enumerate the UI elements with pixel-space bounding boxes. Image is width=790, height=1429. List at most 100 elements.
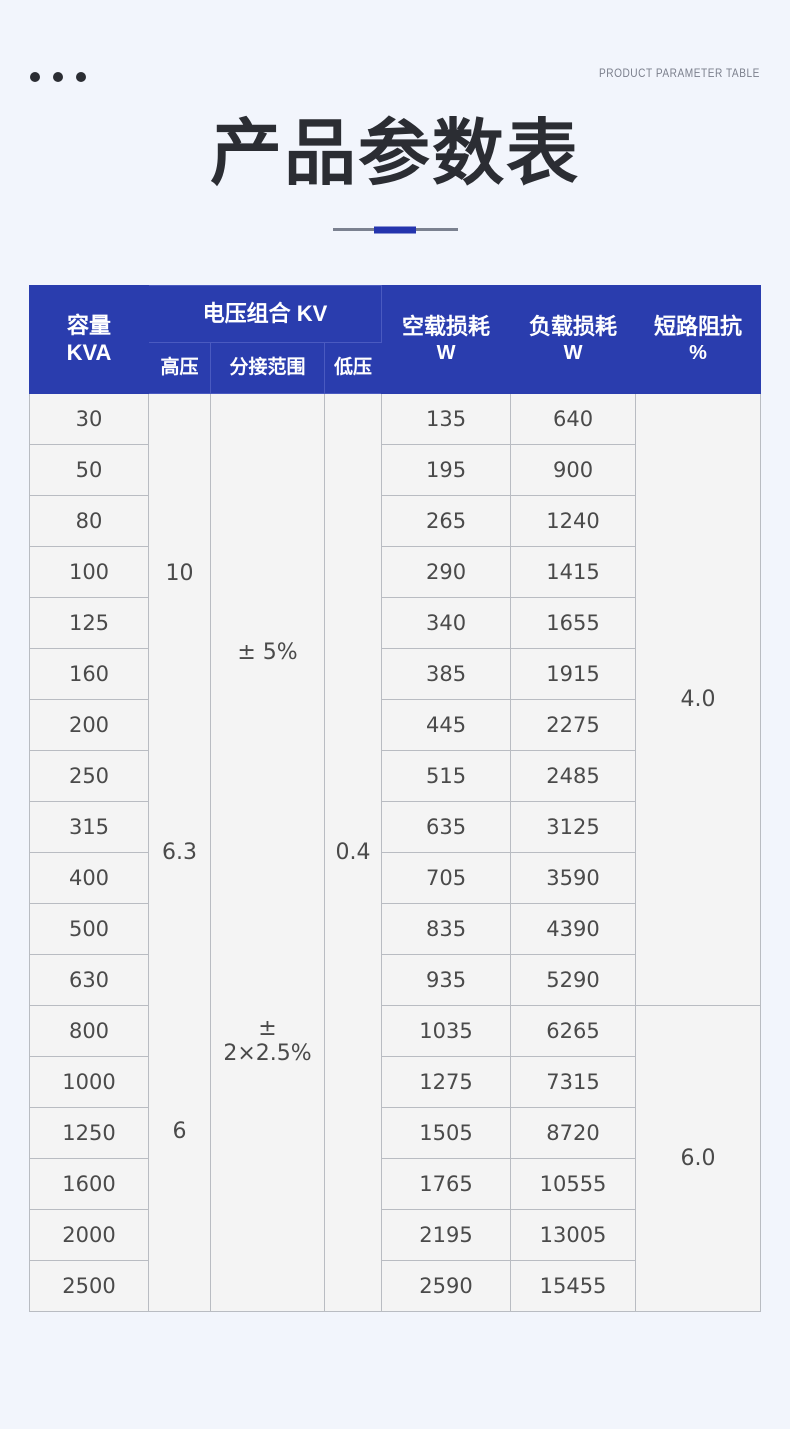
th-voltage-group: 电压组合 KV [147,285,383,343]
page-header: PRODUCT PARAMETER TABLE 产品参数表 [0,0,790,285]
cell-no-load-loss: 265 [381,495,512,547]
cell-capacity: 100 [29,546,149,598]
cell-load-loss: 1415 [510,546,637,598]
eyebrow-label: PRODUCT PARAMETER TABLE [599,68,760,80]
dot-2 [53,72,63,82]
cell-impedance-merged: 4.0 [635,393,762,1006]
th-no-load-loss: 空载损耗 W [381,285,512,394]
table-row: 200 445 2275 [29,699,761,751]
cell-no-load-loss: 2590 [381,1260,512,1312]
product-parameter-table: 容量 KVA 电压组合 KV 空载损耗 W 负载损耗 W 短路阻抗 % 高压 分… [29,285,762,1312]
cell-load-loss: 4390 [510,903,637,955]
cell-capacity: 1600 [29,1158,149,1210]
three-dots-icon [30,72,86,82]
tap-range-value: ± 5% [237,639,298,665]
table-row: 30 10 6.3 6 ± 5% ± 2×2.5% 0.4 135 640 4.0 [29,393,762,1312]
cell-capacity: 1000 [29,1056,149,1108]
cell-impedance-merged: 6.0 [635,1005,762,1312]
table-head: 容量 KVA 电压组合 KV 空载损耗 W 负载损耗 W 短路阻抗 % 高压 分… [29,285,762,394]
table-row: 125 340 1655 [29,597,761,649]
cell-no-load-loss: 135 [381,393,512,445]
th-tap-range: 分接范围 [210,342,325,394]
parameter-table-wrapper: 容量 KVA 电压组合 KV 空载损耗 W 负载损耗 W 短路阻抗 % 高压 分… [29,285,762,1312]
cell-capacity: 1250 [29,1107,149,1159]
table-row: 1250 1505 8720 [29,1107,761,1159]
th-no-load-loss-unit: W [436,341,456,364]
th-capacity-line1: 容量 [66,312,111,338]
th-capacity: 容量 KVA [29,285,149,394]
cell-capacity: 50 [29,444,149,496]
cell-tap-range-merged: ± 5% ± 2×2.5% [210,393,325,1312]
th-low-voltage: 低压 [323,342,383,394]
table-row: 160 385 1915 [29,648,761,700]
cell-load-loss: 13005 [510,1209,637,1261]
th-capacity-line2: KVA [66,339,112,365]
cell-no-load-loss: 635 [381,801,512,853]
cell-no-load-loss: 1505 [381,1107,512,1159]
cell-no-load-loss: 1275 [381,1056,512,1108]
cell-load-loss: 15455 [510,1260,637,1312]
header-row-2: 高压 分接范围 低压 [30,342,761,394]
table-row: 2500 2590 15455 [29,1260,761,1312]
th-load-loss-line1: 负载损耗 [529,313,618,339]
table-row: 630 935 5290 [29,954,761,1006]
cell-capacity: 80 [29,495,149,547]
cell-low-voltage-merged: 0.4 [323,393,383,1312]
cell-load-loss: 1655 [510,597,637,649]
cell-load-loss: 5290 [510,954,637,1006]
table-row: 2000 2195 13005 [29,1209,761,1261]
cell-capacity: 30 [29,393,149,445]
tap-range-value: ± 2×2.5% [223,1015,312,1066]
th-high-voltage: 高压 [148,342,211,394]
cell-capacity: 2000 [29,1209,149,1261]
high-voltage-value: 6 [172,1119,187,1144]
table-row: 1600 1765 10555 [29,1158,761,1210]
th-impedance-line1: 短路阻抗 [654,313,743,339]
table-row: 400 705 3590 [29,852,761,904]
cell-capacity: 160 [29,648,149,700]
title-divider [0,226,790,233]
cell-load-loss: 1240 [510,495,637,547]
cell-load-loss: 640 [510,393,637,445]
cell-capacity: 400 [29,852,149,904]
cell-load-loss: 10555 [510,1158,637,1210]
cell-load-loss: 900 [510,444,637,496]
table-row: 800 1035 6265 6.0 [29,1005,762,1312]
cell-no-load-loss: 2195 [381,1209,512,1261]
high-voltage-value: 10 [165,561,194,586]
cell-capacity: 800 [29,1005,149,1057]
cell-capacity: 315 [29,801,149,853]
cell-no-load-loss: 935 [381,954,512,1006]
table-row: 1000 1275 7315 [29,1056,761,1108]
cell-no-load-loss: 515 [381,750,512,802]
cell-load-loss: 8720 [510,1107,637,1159]
cell-capacity: 125 [29,597,149,649]
cell-load-loss: 2485 [510,750,637,802]
cell-no-load-loss: 385 [381,648,512,700]
cell-load-loss: 2275 [510,699,637,751]
dot-1 [30,72,40,82]
th-load-loss-unit: W [563,341,583,364]
cell-no-load-loss: 1765 [381,1158,512,1210]
cell-load-loss: 7315 [510,1056,637,1108]
cell-no-load-loss: 705 [381,852,512,904]
cell-load-loss: 3590 [510,852,637,904]
table-body: 30 10 6.3 6 ± 5% ± 2×2.5% 0.4 135 640 4.0 50 195 900… [29,393,762,1312]
th-no-load-loss-line1: 空载损耗 [402,313,491,339]
cell-no-load-loss: 195 [381,444,512,496]
table-row: 80 265 1240 [29,495,761,547]
table-row: 500 835 4390 [29,903,761,955]
th-impedance-unit: % [689,341,707,364]
cell-no-load-loss: 1035 [381,1005,512,1057]
header-row-1: 容量 KVA 电压组合 KV 空载损耗 W 负载损耗 W 短路阻抗 % [29,285,762,394]
cell-high-voltage-merged: 10 6.3 6 [148,393,211,1312]
high-voltage-value: 6.3 [162,840,197,865]
th-load-loss: 负载损耗 W [510,285,637,394]
cell-load-loss: 1915 [510,648,637,700]
cell-no-load-loss: 835 [381,903,512,955]
dot-3 [76,72,86,82]
cell-capacity: 250 [29,750,149,802]
cell-no-load-loss: 340 [381,597,512,649]
cell-load-loss: 3125 [510,801,637,853]
th-impedance: 短路阻抗 % [635,285,762,394]
